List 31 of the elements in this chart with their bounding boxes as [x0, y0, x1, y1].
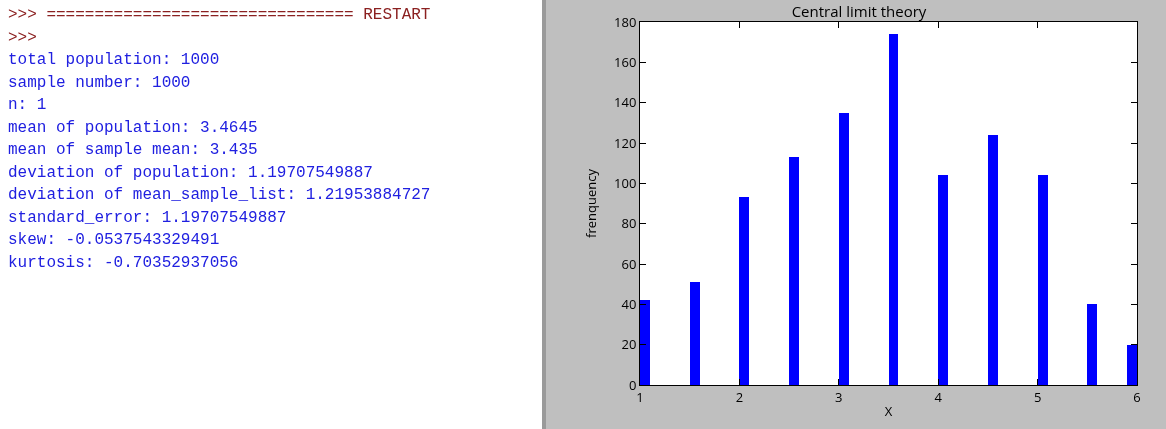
text: mean of population: 3.4645: [7, 117, 259, 139]
y-tick-label: 160: [614, 52, 637, 71]
chart-title: Central limit theory: [791, 0, 927, 21]
text: mean of sample mean: 3.435: [7, 140, 259, 161]
x-tick-label: 5: [1033, 387, 1042, 406]
text: kurtosis: -0.70352937056: [7, 252, 240, 274]
y-tick-label: 120: [614, 133, 637, 152]
y-tick-label: 60: [621, 254, 637, 273]
y-tick-label: 180: [614, 12, 637, 31]
x-axis-title: X: [884, 402, 893, 421]
text: skew: -0.0537543329491: [7, 230, 221, 251]
text: sample number: 1000: [7, 72, 192, 94]
text: standard_error: 1.19707549887: [7, 207, 288, 229]
y-tick-label: 0: [628, 375, 637, 394]
y-tick-label: 80: [621, 214, 637, 233]
y-tick-label: 40: [621, 294, 637, 313]
y-tick-label: 140: [614, 93, 637, 112]
y-axis-title: frenquency: [582, 168, 601, 238]
x-tick-label: 2: [735, 387, 744, 406]
text: >>>: [7, 27, 38, 49]
text: n: 1: [7, 95, 48, 116]
y-tick-label: 20: [621, 335, 637, 354]
y-tick-label: 100: [614, 173, 637, 192]
x-tick-label: 1: [636, 387, 644, 406]
x-tick-label: 3: [835, 387, 843, 406]
text: >>> ================================ RESTART: [7, 5, 432, 26]
text: deviation of population: 1.19707549887: [7, 162, 374, 184]
x-tick-label: 4: [934, 387, 943, 406]
x-tick-label: 6: [1133, 387, 1141, 406]
text: total population: 1000: [7, 50, 221, 71]
text: deviation of mean_sample_list: 1.21953884727: [7, 185, 432, 206]
